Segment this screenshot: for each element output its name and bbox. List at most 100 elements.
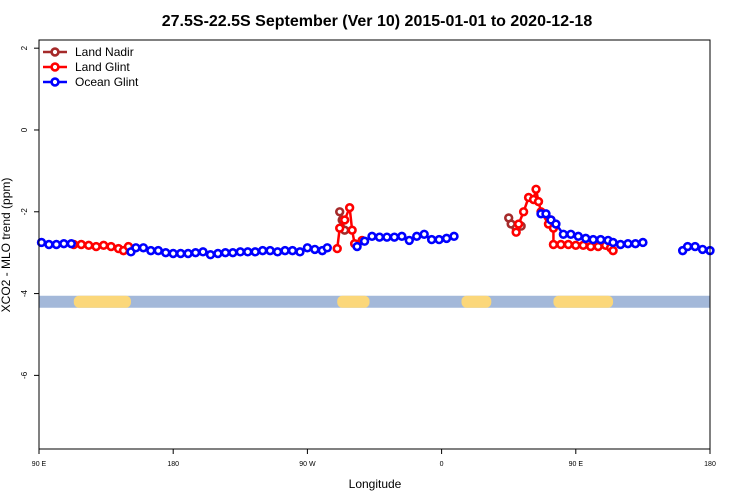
data-point — [198, 247, 208, 257]
data-point — [630, 238, 641, 249]
data-point — [573, 231, 583, 242]
legend-entry: Land Glint — [43, 60, 130, 74]
data-point — [347, 225, 357, 235]
data-point — [335, 207, 345, 217]
land-segment — [337, 295, 370, 308]
data-point — [344, 202, 355, 213]
data-point — [513, 219, 524, 229]
data-point — [533, 196, 544, 207]
legend-label: Land Glint — [75, 60, 130, 74]
data-point — [84, 240, 94, 251]
y-tick-label: -6 — [20, 371, 29, 379]
data-point — [250, 247, 260, 257]
data-point — [441, 233, 452, 244]
data-point — [359, 236, 370, 246]
data-point — [449, 231, 459, 242]
data-series — [36, 184, 715, 260]
data-point — [106, 241, 116, 252]
series-land-glint — [69, 184, 618, 256]
data-point — [335, 223, 345, 233]
data-point — [205, 250, 216, 260]
data-point — [563, 239, 574, 250]
data-point — [280, 245, 290, 256]
data-point — [682, 241, 693, 252]
data-point — [295, 247, 305, 257]
data-point — [367, 231, 377, 242]
y-tick-label: -4 — [20, 289, 29, 297]
data-point — [91, 241, 101, 252]
data-point — [352, 241, 362, 252]
land-segment — [553, 295, 614, 308]
legend-label: Land Nadir — [75, 45, 134, 59]
data-point — [558, 229, 569, 239]
x-axis-label: Longitude — [349, 477, 402, 491]
legend-marker — [50, 77, 60, 87]
data-point — [595, 234, 606, 245]
data-point — [571, 240, 581, 251]
data-point — [161, 247, 171, 258]
data-point — [339, 215, 350, 225]
y-tick-label: 0 — [20, 127, 29, 132]
data-point — [235, 247, 246, 257]
x-tick-label: 90 E — [32, 461, 47, 468]
data-point — [272, 247, 283, 257]
legend-label: Ocean Glint — [75, 75, 139, 89]
data-point — [59, 238, 69, 249]
data-point — [332, 243, 342, 254]
data-point — [551, 219, 561, 229]
data-point — [382, 232, 392, 242]
data-point — [138, 243, 149, 253]
data-point — [608, 245, 618, 256]
chart-title: 27.5S-22.5S September (Ver 10) 2015-01-0… — [162, 13, 593, 30]
data-point — [228, 247, 238, 258]
plot-frame — [38, 39, 711, 450]
data-point — [615, 239, 626, 250]
data-point — [434, 234, 444, 245]
data-point — [146, 245, 156, 256]
data-point — [697, 244, 708, 255]
data-point — [374, 232, 385, 242]
x-tick-label: 90 E — [569, 461, 584, 468]
land-segment — [73, 295, 131, 308]
data-point — [153, 245, 163, 256]
data-point — [389, 232, 400, 242]
data-point — [623, 238, 633, 249]
data-point — [98, 240, 109, 251]
data-point — [76, 239, 86, 250]
data-point — [213, 248, 223, 259]
data-point — [302, 243, 313, 253]
data-point — [541, 209, 551, 219]
legend-entry: Ocean Glint — [43, 75, 139, 89]
x-tick-label: 0 — [440, 461, 444, 468]
land-segment — [461, 295, 492, 308]
data-point — [556, 239, 566, 250]
data-point — [175, 248, 186, 259]
data-point — [310, 244, 320, 255]
legend-marker — [50, 62, 60, 72]
land-ocean-mask — [39, 295, 710, 308]
series-ocean-glint — [36, 209, 715, 260]
y-axis: 2 0 -2 -4 -6 — [20, 45, 39, 379]
data-point — [183, 248, 193, 259]
data-point — [581, 233, 591, 244]
data-point — [588, 234, 598, 245]
ocean-band — [39, 295, 710, 308]
data-point — [397, 231, 407, 242]
data-point — [518, 207, 529, 217]
data-point — [404, 235, 414, 246]
x-axis: 90 E 180 90 W 0 90 E 180 — [32, 449, 716, 468]
data-point — [51, 239, 62, 250]
y-tick-label: 2 — [20, 45, 29, 50]
x-tick-label: 90 W — [299, 461, 316, 468]
data-point — [287, 245, 298, 256]
y-axis-label: XCO2 - MLO trend (ppm) — [0, 178, 13, 313]
x-tick-label: 180 — [704, 461, 716, 468]
data-point — [243, 247, 253, 257]
data-point — [511, 227, 521, 237]
legend-entry: Land Nadir — [43, 45, 134, 59]
data-point — [190, 247, 201, 258]
data-point — [322, 243, 332, 253]
data-point — [220, 247, 231, 258]
data-point — [412, 231, 422, 242]
